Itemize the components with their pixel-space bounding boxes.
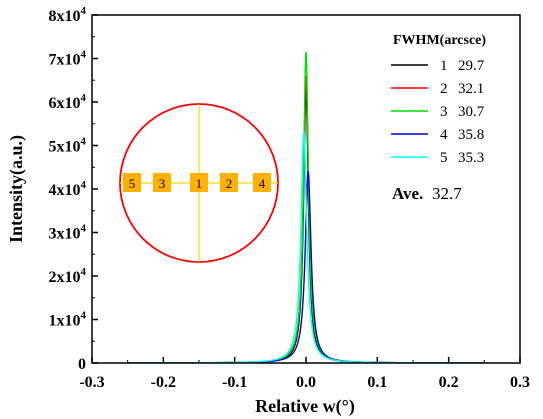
x-tick-label: 0.3 <box>510 374 530 391</box>
inset-position-marker-1 <box>190 173 208 192</box>
y-tick-label: 0 <box>78 356 86 373</box>
inset-position-label: 3 <box>159 176 166 191</box>
inset-position-label: 5 <box>129 176 136 191</box>
average-label: Ave. <box>392 184 423 203</box>
x-tick-label: 0.1 <box>367 374 387 391</box>
legend-entry-4: 4 35.8 <box>440 127 484 143</box>
inset-position-marker-4 <box>253 173 271 192</box>
inset-position-marker-3 <box>153 173 171 192</box>
x-tick-label: -0.3 <box>79 374 104 391</box>
y-tick-label: 5x104 <box>49 136 87 156</box>
sample-position-inset: 5 3 1 2 4 <box>119 103 279 263</box>
series-layer <box>127 51 485 363</box>
inset-position-label: 2 <box>226 176 233 191</box>
y-tick-label: 8x104 <box>49 5 87 25</box>
legend: 1 29.7 2 32.1 3 30.7 4 35.8 5 35.3 <box>391 58 485 166</box>
plot-frame <box>91 14 521 364</box>
x-axis-ticks: -0.3 -0.2 -0.1 0.0 0.1 0.2 0.3 <box>79 357 530 391</box>
y-tick-label: 6x104 <box>49 92 87 112</box>
x-tick-label: -0.2 <box>151 374 176 391</box>
y-tick-label: 7x104 <box>49 49 87 69</box>
y-tick-label: 1x104 <box>49 310 87 330</box>
legend-title: FWHM(arcsce) <box>393 33 486 48</box>
inset-position-marker-2 <box>220 173 238 192</box>
y-axis-ticks: 0 1x104 2x104 3x104 4x104 5x104 6x104 7x104 8x10… <box>49 5 98 373</box>
x-tick-label: 0.2 <box>439 374 459 391</box>
legend-entry-2: 2 32.1 <box>440 81 484 97</box>
y-tick-label: 3x104 <box>49 223 87 243</box>
x-axis-title: Relative w(°) <box>255 396 355 417</box>
y-tick-label: 4x104 <box>49 179 87 199</box>
y-axis-title: Intensity(a.u.) <box>6 135 27 243</box>
legend-entry-1: 1 29.7 <box>440 58 485 74</box>
inset-position-marker-5 <box>123 173 141 192</box>
y-tick-label: 2x104 <box>49 266 87 286</box>
inset-position-label: 1 <box>196 176 203 191</box>
series-5-line <box>127 130 485 363</box>
average-value: 32.7 <box>432 184 462 203</box>
inset-position-label: 4 <box>259 176 266 191</box>
legend-entry-3: 3 30.7 <box>440 104 485 120</box>
legend-entry-5: 5 35.3 <box>440 150 484 166</box>
x-tick-label: 0.0 <box>296 374 316 391</box>
x-tick-label: -0.1 <box>222 374 247 391</box>
